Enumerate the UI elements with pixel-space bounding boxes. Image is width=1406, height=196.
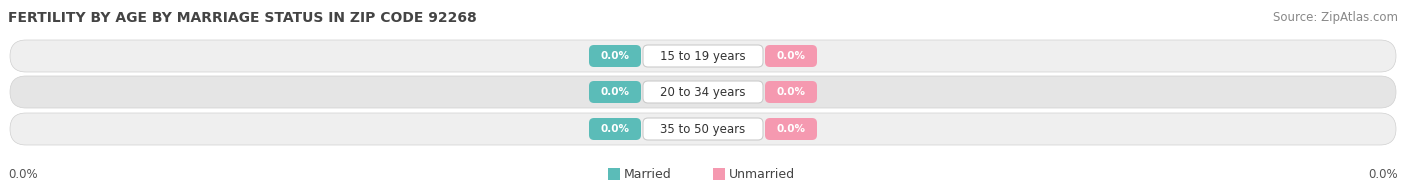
- Text: 0.0%: 0.0%: [8, 168, 38, 181]
- Text: 0.0%: 0.0%: [600, 87, 630, 97]
- FancyBboxPatch shape: [765, 81, 817, 103]
- FancyBboxPatch shape: [643, 118, 763, 140]
- Text: 0.0%: 0.0%: [776, 87, 806, 97]
- Text: 0.0%: 0.0%: [776, 124, 806, 134]
- FancyBboxPatch shape: [643, 81, 763, 103]
- Text: 0.0%: 0.0%: [776, 51, 806, 61]
- FancyBboxPatch shape: [765, 45, 817, 67]
- Text: 0.0%: 0.0%: [1368, 168, 1398, 181]
- Text: Source: ZipAtlas.com: Source: ZipAtlas.com: [1272, 11, 1398, 24]
- Text: 15 to 19 years: 15 to 19 years: [661, 50, 745, 63]
- Text: 0.0%: 0.0%: [600, 124, 630, 134]
- FancyBboxPatch shape: [10, 113, 1396, 145]
- FancyBboxPatch shape: [765, 118, 817, 140]
- Text: Unmarried: Unmarried: [728, 168, 796, 181]
- FancyBboxPatch shape: [10, 40, 1396, 72]
- Text: Married: Married: [624, 168, 672, 181]
- Text: 20 to 34 years: 20 to 34 years: [661, 85, 745, 99]
- FancyBboxPatch shape: [10, 76, 1396, 108]
- FancyBboxPatch shape: [713, 168, 725, 180]
- Text: FERTILITY BY AGE BY MARRIAGE STATUS IN ZIP CODE 92268: FERTILITY BY AGE BY MARRIAGE STATUS IN Z…: [8, 11, 477, 25]
- FancyBboxPatch shape: [607, 168, 620, 180]
- FancyBboxPatch shape: [589, 81, 641, 103]
- FancyBboxPatch shape: [589, 45, 641, 67]
- Text: 35 to 50 years: 35 to 50 years: [661, 122, 745, 135]
- FancyBboxPatch shape: [643, 45, 763, 67]
- FancyBboxPatch shape: [589, 118, 641, 140]
- Text: 0.0%: 0.0%: [600, 51, 630, 61]
